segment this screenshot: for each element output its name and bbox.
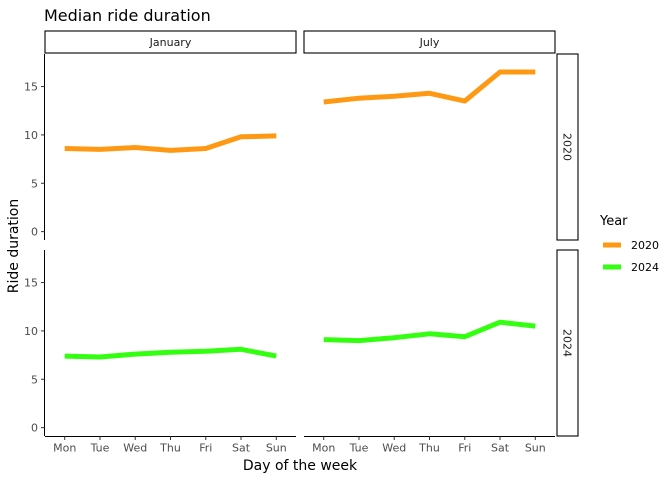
x-axis-title: Day of the week (243, 458, 358, 474)
series-line-2020-january (64, 133, 277, 153)
y-tick-label: 15 (24, 81, 38, 94)
x-tick-label: Thu (418, 442, 440, 455)
column-strip-label: July (419, 36, 440, 49)
legend: Year 2020 2024 (599, 214, 659, 274)
column-strip-label: January (149, 36, 192, 49)
y-tick-label: 5 (31, 177, 38, 190)
legend-label: 2020 (631, 239, 659, 252)
legend-items: 2020 2024 (603, 239, 659, 274)
series-line-2020-july (323, 69, 536, 105)
y-tick-label: 10 (24, 325, 38, 338)
row-strip-2024 (556, 249, 579, 437)
x-tick-label: Fri (199, 442, 212, 455)
x-tick-label: Mon (53, 442, 76, 455)
x-tick-label: Sun (525, 442, 546, 455)
row-strip-label: 2024 (561, 329, 574, 357)
x-tick-label: Fri (458, 442, 471, 455)
y-tick-label: 15 (24, 277, 38, 290)
facet-strips: January July 2020 2024 (44, 30, 579, 437)
y-axis-title: Ride duration (6, 199, 22, 293)
y-tick-label: 0 (31, 226, 38, 239)
series-lines (64, 69, 536, 360)
x-tick-label: Sat (491, 442, 510, 455)
row-strip-label: 2020 (561, 133, 574, 161)
series-line-2024-july (323, 319, 536, 344)
x-tick-label: Thu (159, 442, 181, 455)
x-tick-label: Sun (266, 442, 287, 455)
legend-title: Year (599, 214, 628, 229)
y-tick-label: 5 (31, 373, 38, 386)
legend-label: 2024 (631, 261, 659, 274)
column-strip-january (44, 30, 297, 54)
row-strip-2020 (556, 53, 579, 241)
series-line-2024-january (64, 346, 277, 360)
x-tick-label: Tue (349, 442, 369, 455)
x-tick-label: Wed (123, 442, 147, 455)
x-tick-label: Tue (90, 442, 110, 455)
x-tick-label: Mon (312, 442, 335, 455)
axes: 0 5 10 15 0 5 10 15 Mon Tue Wed Thu Fri Sat Sun Mon Tue W… (24, 54, 555, 455)
chart-title: Median ride duration (44, 6, 211, 25)
y-tick-label: 0 (31, 422, 38, 435)
column-strip-july (303, 30, 556, 54)
x-tick-label: Wed (382, 442, 406, 455)
y-tick-label: 10 (24, 129, 38, 142)
x-tick-label: Sat (232, 442, 251, 455)
